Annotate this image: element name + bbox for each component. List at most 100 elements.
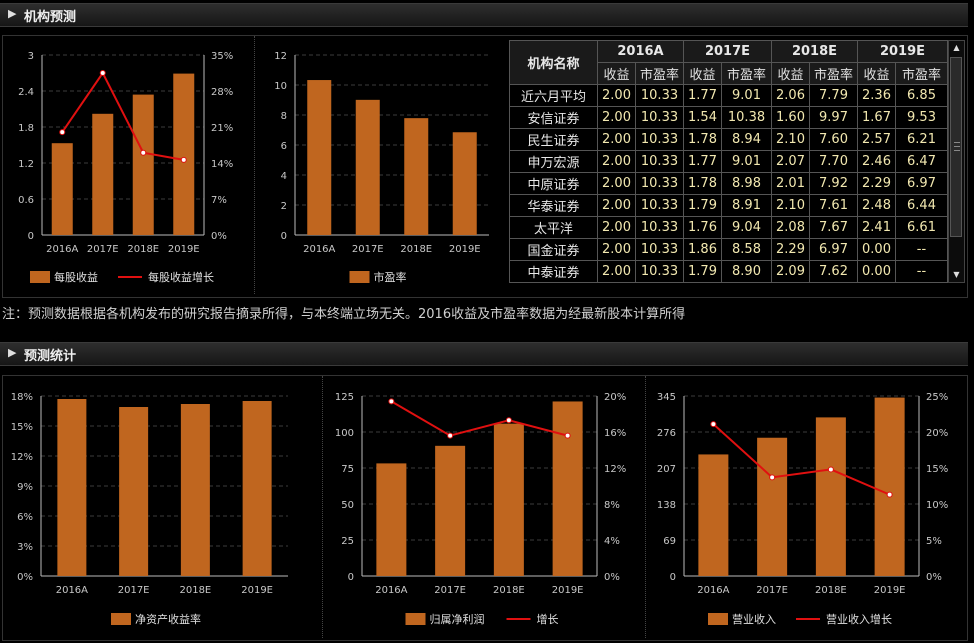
institution-name: 民生证券 bbox=[509, 128, 598, 151]
table-row[interactable]: 中原证券 2.00 10.33 1.78 8.98 2.01 7.92 2.29 6.97 bbox=[509, 172, 948, 195]
bar bbox=[552, 401, 583, 576]
eps-cell: 2.00 bbox=[597, 238, 636, 261]
x-tick-label: 2016A bbox=[46, 244, 78, 255]
legend-label: 营业收入增长 bbox=[826, 612, 892, 626]
y-tick-label: 15% bbox=[11, 422, 33, 433]
x-tick-label: 2019E bbox=[552, 585, 584, 596]
y2-tick-label: 0% bbox=[926, 572, 942, 583]
x-tick-label: 2019E bbox=[168, 244, 200, 255]
table-row[interactable]: 安信证券 2.00 10.33 1.54 10.38 1.60 9.97 1.67 9.53 bbox=[509, 106, 948, 129]
pe-cell: 10.38 bbox=[721, 106, 772, 129]
y-tick-label: 2.4 bbox=[18, 87, 34, 98]
line-point bbox=[388, 398, 395, 405]
table-row[interactable]: 华泰证券 2.00 10.33 1.79 8.91 2.10 7.61 2.48 6.44 bbox=[509, 194, 948, 217]
eps-chart: 0 0.6 1.2 1.8 2.4 3 0% 7% 14% 21% 28% 35% 2016A 2017E… bbox=[18, 51, 233, 284]
legend-swatch bbox=[111, 613, 131, 625]
y-tick-label: 18% bbox=[11, 392, 33, 403]
column-header-year: 2019E bbox=[857, 40, 948, 63]
eps-cell: 2.01 bbox=[771, 172, 810, 195]
legend-label: 每股收益 bbox=[54, 270, 98, 284]
y2-tick-label: 28% bbox=[211, 87, 233, 98]
divider bbox=[254, 36, 255, 294]
table-row[interactable]: 国金证券 2.00 10.33 1.86 8.58 2.29 6.97 0.00 -- bbox=[509, 238, 948, 261]
revenue-chart: 0 69 138 207 276 345 0% 5% 10% 15% 20% 25% 2016A 2017… bbox=[657, 392, 948, 626]
eps-cell: 1.79 bbox=[683, 194, 722, 217]
eps-cell: 2.36 bbox=[857, 84, 896, 107]
table-row[interactable]: 近六月平均 2.00 10.33 1.77 9.01 2.06 7.79 2.36 6.85 bbox=[509, 84, 948, 107]
section-header-statistics[interactable]: ▶ 预测统计 bbox=[0, 342, 968, 366]
legend-swatch bbox=[30, 271, 50, 283]
eps-cell: 2.00 bbox=[597, 260, 636, 283]
x-tick-label: 2017E bbox=[756, 585, 788, 596]
section-title: 机构预测 bbox=[24, 10, 77, 25]
y-tick-label: 9% bbox=[17, 482, 33, 493]
table-row[interactable]: 太平洋 2.00 10.33 1.76 9.04 2.08 7.67 2.41 6.61 bbox=[509, 216, 948, 239]
eps-cell: 1.86 bbox=[683, 238, 722, 261]
pe-cell: 8.91 bbox=[721, 194, 772, 217]
roe-chart: 0% 3% 6% 9% 12% 15% 18% 2016A 2017E 2018E 2019E 净资产… bbox=[11, 392, 288, 626]
y2-tick-label: 0% bbox=[604, 572, 620, 583]
table-row[interactable]: 中泰证券 2.00 10.33 1.79 8.90 2.09 7.62 0.00 -- bbox=[509, 260, 948, 283]
pe-cell: 10.33 bbox=[635, 194, 684, 217]
institution-name: 安信证券 bbox=[509, 106, 598, 129]
table-row[interactable]: 申万宏源 2.00 10.33 1.77 9.01 2.07 7.70 2.46 6.47 bbox=[509, 150, 948, 173]
x-tick-label: 2016A bbox=[375, 585, 407, 596]
pe-cell: 6.21 bbox=[895, 128, 948, 151]
pe-cell: 7.62 bbox=[809, 260, 858, 283]
y2-tick-label: 0% bbox=[211, 231, 227, 242]
pe-cell: 6.47 bbox=[895, 150, 948, 173]
pe-cell: -- bbox=[895, 260, 948, 283]
x-tick-label: 2016A bbox=[697, 585, 729, 596]
eps-cell: 1.77 bbox=[683, 150, 722, 173]
bar bbox=[355, 99, 380, 235]
y2-tick-label: 8% bbox=[604, 500, 620, 511]
y2-tick-label: 7% bbox=[211, 195, 227, 206]
scrollbar-thumb[interactable] bbox=[950, 57, 962, 237]
x-tick-label: 2017E bbox=[118, 585, 150, 596]
y-tick-label: 0% bbox=[17, 572, 33, 583]
institution-name: 华泰证券 bbox=[509, 194, 598, 217]
collapse-triangle-icon[interactable]: ▶ bbox=[8, 7, 17, 20]
eps-cell: 2.57 bbox=[857, 128, 896, 151]
pe-cell: 6.97 bbox=[809, 238, 858, 261]
x-tick-label: 2016A bbox=[56, 585, 88, 596]
series-line bbox=[712, 423, 891, 496]
eps-cell: 1.78 bbox=[683, 128, 722, 151]
eps-cell: 0.00 bbox=[857, 260, 896, 283]
eps-cell: 2.10 bbox=[771, 128, 810, 151]
legend-label: 增长 bbox=[537, 612, 559, 626]
line-point bbox=[886, 491, 893, 498]
column-header-year: 2016A bbox=[597, 40, 684, 63]
pe-cell: -- bbox=[895, 238, 948, 261]
column-header-pe: 市盈率 bbox=[635, 62, 684, 85]
section-header-forecast[interactable]: ▶ 机构预测 bbox=[0, 3, 968, 27]
y-tick-label: 138 bbox=[657, 500, 676, 511]
table-scrollbar[interactable]: ▲ ▼ bbox=[948, 40, 965, 283]
eps-cell: 1.78 bbox=[683, 172, 722, 195]
x-tick-label: 2018E bbox=[400, 244, 432, 255]
column-header-year: 2018E bbox=[771, 40, 858, 63]
pe-cell: 6.85 bbox=[895, 84, 948, 107]
y-tick-label: 1.8 bbox=[18, 123, 34, 134]
pe-cell: 8.90 bbox=[721, 260, 772, 283]
scroll-down-arrow-icon[interactable]: ▼ bbox=[953, 270, 960, 279]
y2-tick-label: 20% bbox=[926, 428, 948, 439]
line-point bbox=[180, 156, 187, 163]
legend-swatch bbox=[349, 271, 370, 283]
divider bbox=[322, 376, 323, 638]
y-tick-label: 6 bbox=[281, 141, 287, 152]
bar bbox=[92, 113, 114, 235]
eps-cell: 1.60 bbox=[771, 106, 810, 129]
series-line bbox=[61, 71, 184, 161]
pe-cell: 6.44 bbox=[895, 194, 948, 217]
eps-cell: 1.67 bbox=[857, 106, 896, 129]
column-header-year: 2017E bbox=[683, 40, 772, 63]
y-tick-label: 12 bbox=[274, 51, 287, 62]
series-line bbox=[390, 400, 568, 437]
scroll-up-arrow-icon[interactable]: ▲ bbox=[953, 43, 960, 52]
table-row[interactable]: 民生证券 2.00 10.33 1.78 8.94 2.10 7.60 2.57 6.21 bbox=[509, 128, 948, 151]
y-tick-label: 100 bbox=[335, 428, 354, 439]
collapse-triangle-icon[interactable]: ▶ bbox=[8, 346, 17, 359]
legend-swatch bbox=[405, 613, 426, 625]
y-tick-label: 4 bbox=[281, 171, 287, 182]
